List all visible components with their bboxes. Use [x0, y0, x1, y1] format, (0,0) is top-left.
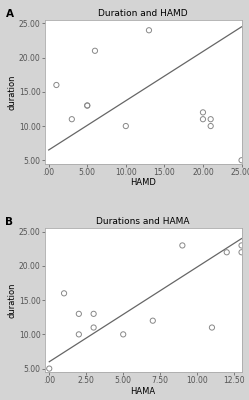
Point [209, 123, 213, 129]
Point [47, 365, 51, 372]
X-axis label: HAMA: HAMA [131, 386, 156, 396]
Point [225, 249, 229, 256]
Point [201, 109, 205, 116]
Title: Durations and HAMA: Durations and HAMA [96, 217, 190, 226]
Point [180, 242, 184, 249]
Point [147, 27, 151, 34]
X-axis label: HAMD: HAMD [130, 178, 156, 187]
Point [85, 102, 89, 109]
Point [240, 249, 244, 256]
Point [209, 116, 213, 122]
Point [70, 116, 74, 122]
Point [240, 157, 244, 164]
Point [93, 48, 97, 54]
Point [77, 311, 81, 317]
Point [85, 102, 89, 109]
Point [201, 116, 205, 122]
Y-axis label: duration: duration [7, 74, 16, 110]
Point [77, 331, 81, 338]
Title: Duration and HAMD: Duration and HAMD [98, 9, 188, 18]
Point [62, 290, 66, 296]
Point [121, 331, 125, 338]
Y-axis label: duration: duration [7, 282, 16, 318]
Point [151, 318, 155, 324]
Point [210, 324, 214, 331]
Point [92, 324, 96, 331]
Point [240, 242, 244, 249]
Text: A: A [5, 8, 13, 18]
Point [54, 82, 58, 88]
Text: B: B [5, 217, 13, 227]
Point [92, 311, 96, 317]
Point [124, 123, 128, 129]
